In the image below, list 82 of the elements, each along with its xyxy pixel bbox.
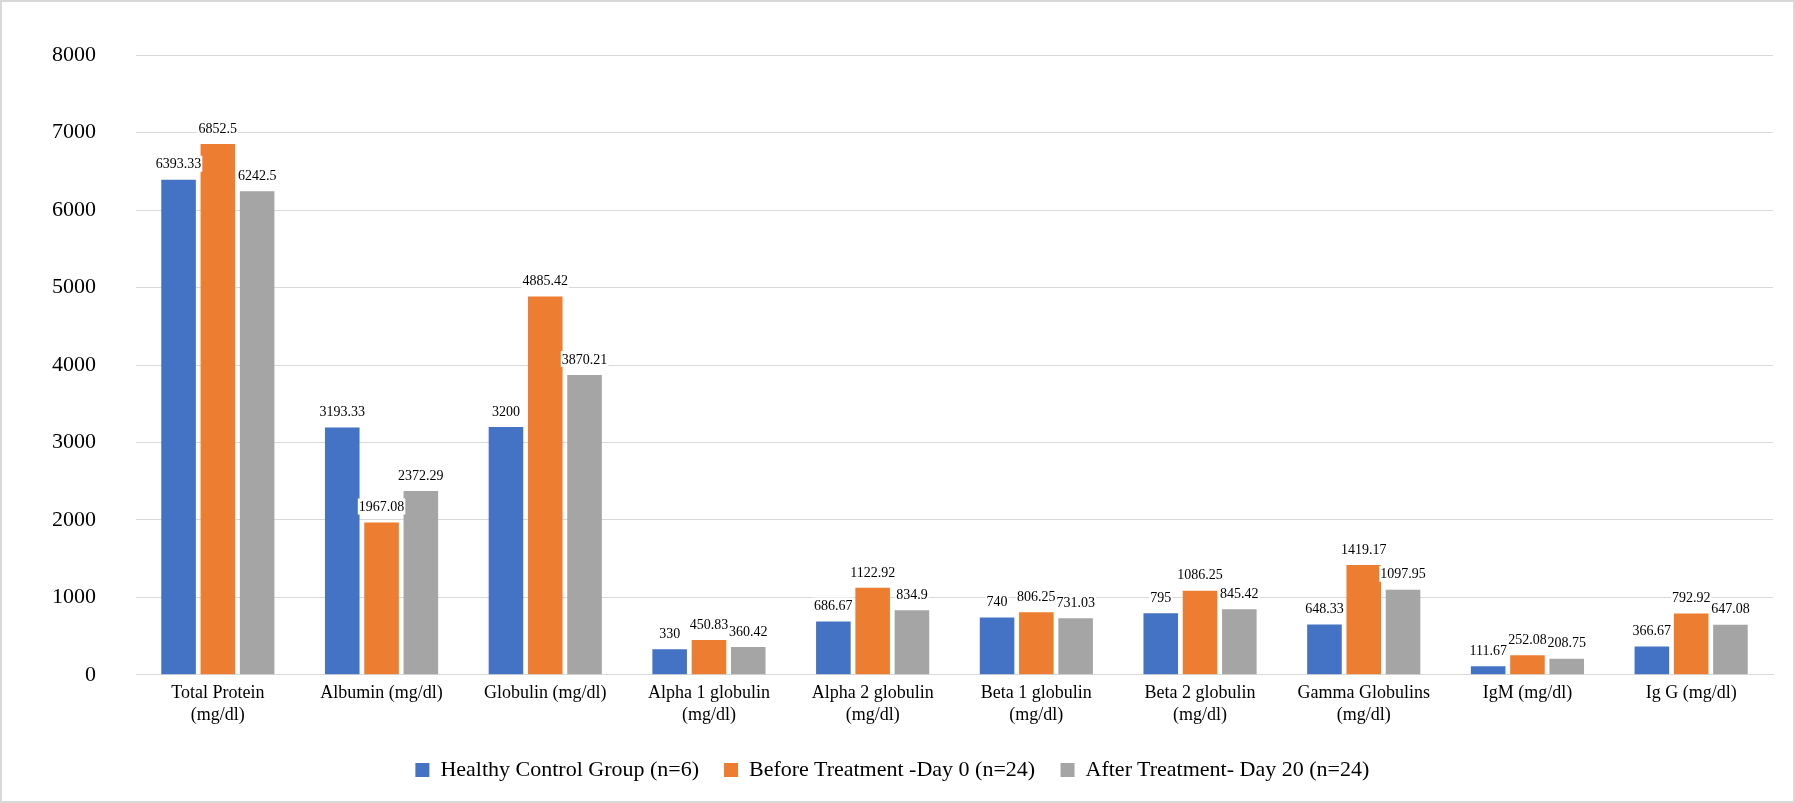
data-label: 740 (986, 594, 1008, 610)
bar (364, 522, 399, 675)
data-label: 795 (1150, 589, 1172, 605)
y-tick-label: 8000 (52, 40, 96, 66)
y-tick-label: 0 (85, 660, 96, 686)
y-tick-label: 4000 (52, 350, 96, 376)
data-label: 208.75 (1547, 635, 1586, 651)
y-tick-label: 2000 (52, 505, 96, 531)
data-label: 686.67 (814, 598, 853, 614)
bar (1549, 658, 1585, 675)
legend-label: Before Treatment -Day 0 (n=24) (749, 755, 1036, 781)
data-label: 3870.21 (561, 351, 608, 367)
bar (1470, 666, 1506, 675)
bar (527, 296, 563, 675)
y-tick-label: 7000 (52, 118, 96, 144)
bar (979, 617, 1015, 675)
data-label: 1419.17 (1341, 541, 1387, 557)
data-label: 1097.95 (1380, 566, 1426, 582)
bar (730, 646, 766, 675)
bar (1385, 589, 1421, 675)
bar (652, 649, 687, 675)
bar (488, 426, 524, 675)
bar (161, 179, 196, 675)
x-tick-label: Gamma Globulins (mg/dl) (1297, 682, 1430, 725)
bar (1307, 624, 1342, 675)
y-tick-label: 6000 (52, 195, 96, 221)
data-label: 1086.25 (1177, 567, 1223, 583)
data-label: 1967.08 (358, 499, 405, 515)
x-tick-label: Ig G (mg/dl) (1645, 682, 1737, 704)
bar (1019, 612, 1054, 675)
x-tick-label: IgM (mg/dl) (1482, 682, 1573, 704)
bar (1510, 655, 1545, 675)
bar (324, 427, 360, 675)
data-label: 806.25 (1017, 589, 1056, 605)
x-tick-label: Beta 2 globulin (mg/dl) (1144, 682, 1256, 725)
bar (1673, 613, 1709, 675)
bar (691, 639, 727, 675)
data-label: 111.67 (1469, 642, 1507, 658)
bar (855, 587, 890, 675)
data-label: 366.67 (1632, 623, 1672, 639)
x-tick-label: Albumin (mg/dl) (320, 682, 443, 704)
data-label: 252.08 (1508, 631, 1547, 647)
data-label: 648.33 (1305, 601, 1344, 617)
bar (200, 144, 236, 675)
x-tick-label: Globulin (mg/dl) (484, 682, 607, 704)
data-label: 2372.29 (398, 467, 444, 483)
data-label: 792.92 (1671, 590, 1711, 606)
data-label: 834.9 (896, 586, 928, 602)
data-label: 4885.42 (522, 273, 568, 289)
x-tick-label: Total Protein (mg/dl) (171, 682, 265, 725)
bar (403, 491, 439, 675)
x-tick-label: Alpha 1 globulin (mg/dl) (647, 682, 770, 725)
data-label: 450.83 (689, 616, 729, 632)
bar (1143, 613, 1179, 675)
y-tick-label: 1000 (52, 583, 96, 609)
bar (1182, 590, 1218, 675)
x-tick-label: Alpha 2 globulin (mg/dl) (811, 682, 934, 725)
legend-label: Healthy Control Group (n=6) (440, 755, 700, 781)
data-label: 845.42 (1220, 585, 1259, 601)
data-label: 6852.5 (198, 120, 238, 136)
bar (816, 621, 851, 675)
bar (1222, 609, 1257, 675)
legend-label: After Treatment- Day 20 (n=24) (1085, 755, 1370, 781)
data-label: 3193.33 (319, 404, 366, 420)
bar (1058, 618, 1093, 675)
data-label: 6242.5 (237, 167, 277, 183)
bar (567, 375, 602, 675)
data-label: 360.42 (728, 623, 768, 639)
data-label: 647.08 (1711, 601, 1750, 617)
bar (239, 191, 275, 675)
bar (1634, 646, 1670, 675)
data-label: 731.03 (1056, 594, 1095, 610)
bar (1713, 624, 1748, 675)
x-tick-label: Beta 1 globulin (mg/dl) (980, 682, 1092, 725)
data-label: 330 (659, 625, 681, 641)
bar (1346, 564, 1382, 675)
data-label: 6393.33 (155, 156, 202, 172)
data-label: 3200 (491, 403, 520, 419)
bar (894, 610, 930, 675)
y-tick-label: 5000 (52, 273, 96, 299)
y-tick-label: 3000 (52, 428, 96, 454)
data-label: 1122.92 (850, 564, 896, 580)
